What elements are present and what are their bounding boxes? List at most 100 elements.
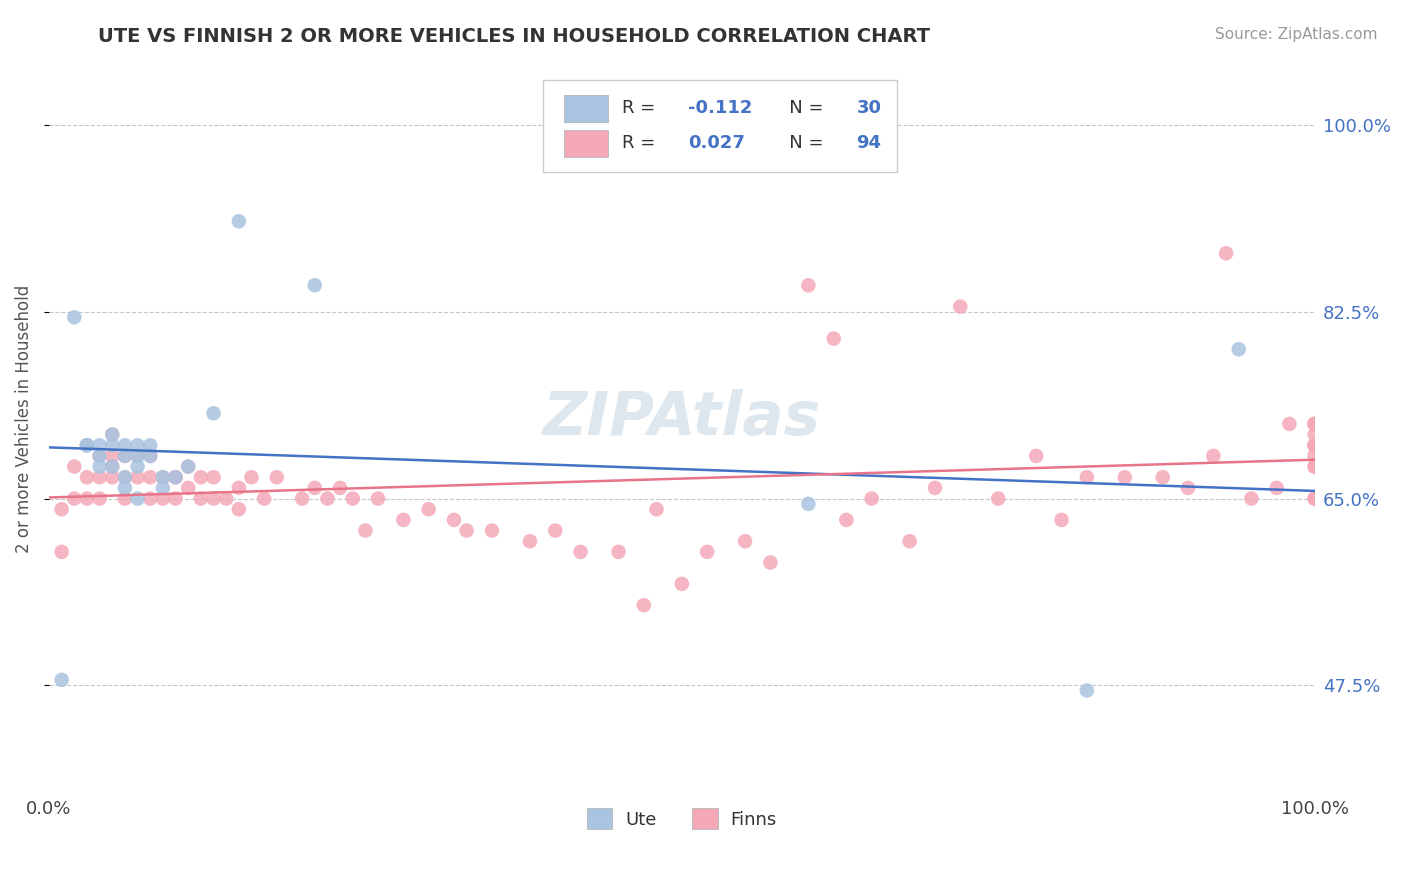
Point	[645, 502, 668, 516]
Point	[481, 524, 503, 538]
Point	[114, 449, 136, 463]
Point	[152, 470, 174, 484]
Point	[354, 524, 377, 538]
Point	[63, 310, 86, 325]
Point	[1227, 343, 1250, 357]
Point	[1303, 491, 1326, 506]
Point	[89, 470, 111, 484]
Point	[342, 491, 364, 506]
Point	[316, 491, 339, 506]
Point	[51, 673, 73, 687]
Point	[139, 438, 162, 452]
Point	[1303, 438, 1326, 452]
Point	[1265, 481, 1288, 495]
Point	[1303, 438, 1326, 452]
Point	[1303, 459, 1326, 474]
Point	[127, 491, 149, 506]
Point	[114, 449, 136, 463]
Point	[228, 481, 250, 495]
Point	[696, 545, 718, 559]
Point	[304, 481, 326, 495]
Point	[1076, 470, 1098, 484]
Point	[89, 449, 111, 463]
Point	[101, 427, 124, 442]
Point	[860, 491, 883, 506]
Point	[924, 481, 946, 495]
Point	[51, 502, 73, 516]
Point	[114, 438, 136, 452]
Point	[1303, 438, 1326, 452]
Point	[152, 481, 174, 495]
Point	[76, 438, 98, 452]
Text: R =: R =	[623, 99, 661, 117]
Point	[1303, 417, 1326, 431]
Point	[240, 470, 263, 484]
Point	[797, 497, 820, 511]
Point	[266, 470, 288, 484]
Point	[89, 459, 111, 474]
Point	[759, 556, 782, 570]
Point	[797, 278, 820, 293]
Point	[190, 470, 212, 484]
Point	[1076, 683, 1098, 698]
Point	[228, 214, 250, 228]
Point	[519, 534, 541, 549]
Point	[76, 470, 98, 484]
Point	[202, 491, 225, 506]
Point	[392, 513, 415, 527]
Point	[190, 491, 212, 506]
Point	[253, 491, 276, 506]
Point	[165, 470, 187, 484]
Point	[139, 449, 162, 463]
Point	[544, 524, 567, 538]
Point	[329, 481, 352, 495]
Point	[671, 577, 693, 591]
Point	[1202, 449, 1225, 463]
Point	[165, 491, 187, 506]
Point	[101, 427, 124, 442]
Point	[1114, 470, 1136, 484]
Point	[165, 470, 187, 484]
Point	[63, 491, 86, 506]
Point	[367, 491, 389, 506]
Point	[152, 491, 174, 506]
Point	[987, 491, 1010, 506]
Point	[202, 470, 225, 484]
Point	[633, 598, 655, 612]
Point	[63, 459, 86, 474]
Point	[898, 534, 921, 549]
Point	[569, 545, 592, 559]
FancyBboxPatch shape	[564, 130, 609, 157]
Point	[1303, 417, 1326, 431]
Point	[1050, 513, 1073, 527]
Point	[101, 459, 124, 474]
Point	[1303, 438, 1326, 452]
Point	[1215, 246, 1237, 260]
Point	[139, 491, 162, 506]
Text: 30: 30	[856, 99, 882, 117]
Point	[165, 470, 187, 484]
Point	[76, 438, 98, 452]
Point	[127, 449, 149, 463]
Text: N =: N =	[772, 135, 830, 153]
Text: Source: ZipAtlas.com: Source: ZipAtlas.com	[1215, 27, 1378, 42]
Point	[607, 545, 630, 559]
Point	[202, 406, 225, 420]
Point	[139, 470, 162, 484]
Point	[177, 459, 200, 474]
Point	[127, 438, 149, 452]
Y-axis label: 2 or more Vehicles in Household: 2 or more Vehicles in Household	[15, 285, 32, 553]
Point	[76, 491, 98, 506]
Point	[1177, 481, 1199, 495]
Point	[215, 491, 238, 506]
Point	[304, 278, 326, 293]
Point	[101, 470, 124, 484]
Text: 0.027: 0.027	[688, 135, 745, 153]
Text: UTE VS FINNISH 2 OR MORE VEHICLES IN HOUSEHOLD CORRELATION CHART: UTE VS FINNISH 2 OR MORE VEHICLES IN HOU…	[98, 27, 931, 45]
Point	[139, 449, 162, 463]
Point	[114, 481, 136, 495]
Point	[835, 513, 858, 527]
Point	[734, 534, 756, 549]
Point	[114, 491, 136, 506]
Point	[114, 470, 136, 484]
